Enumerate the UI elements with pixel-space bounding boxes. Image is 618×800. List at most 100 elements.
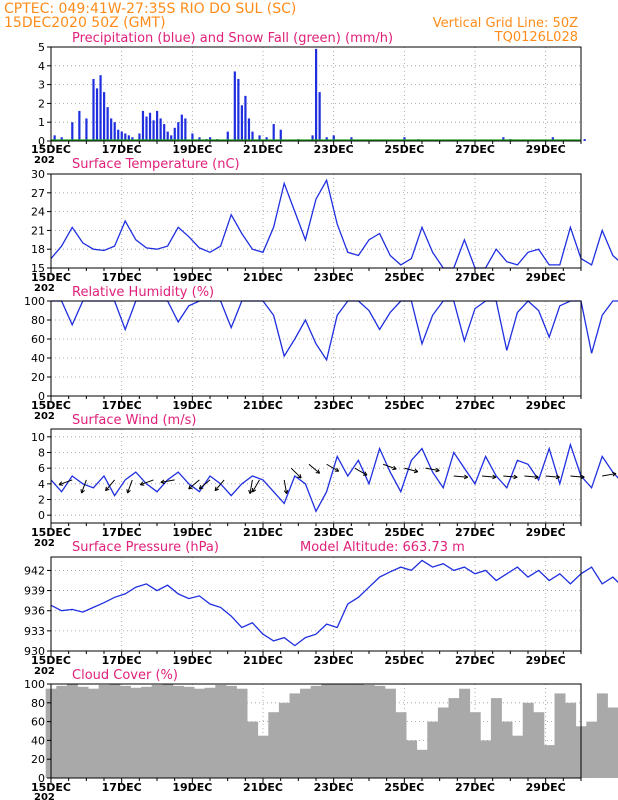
y-tick-label: 1 [38, 116, 45, 129]
x-tick-label: 27DEC [455, 654, 495, 667]
precip-bar [92, 78, 95, 141]
precip-bar [272, 124, 275, 141]
wind-arrow-head [127, 490, 131, 494]
cloud-bar [469, 712, 481, 778]
x-tick-label: 23DEC [314, 143, 354, 156]
cloud-bar [596, 693, 608, 778]
wind-arrow-head [555, 476, 560, 480]
precip-bar [265, 137, 268, 141]
wind-arrow-shaft [81, 479, 87, 494]
y-tick-label: 18 [31, 243, 45, 256]
wind-arrow [326, 463, 340, 472]
x-tick-label: 15DEC [31, 526, 71, 539]
panel-frame [50, 173, 582, 269]
panel-annotation: Model Altitude: 663.73 m [300, 540, 465, 555]
x-tick-label: 19DEC [172, 526, 212, 539]
precip-bar [99, 75, 102, 141]
cloud-bar [459, 688, 471, 778]
precip-bar [226, 131, 229, 141]
wind-arrow [188, 479, 200, 490]
wind-arrow [404, 467, 419, 474]
wind-arrow [545, 474, 560, 480]
wind-arrow-shaft [602, 473, 617, 477]
cloud-bar [66, 684, 78, 778]
wind-arrow-head [188, 485, 191, 490]
wind-arrow [251, 479, 260, 493]
y-tick-label: 4 [38, 478, 45, 491]
wind-arrow-shaft [425, 467, 440, 472]
wind-arrow [214, 479, 225, 492]
x-tick-label: 17DEC [102, 271, 142, 284]
precip-bar [159, 118, 162, 141]
y-tick-label: 3 [38, 79, 45, 92]
cloud-bar [257, 735, 269, 778]
x-tick-label: 17DEC [102, 654, 142, 667]
wind-arrow-shaft [308, 463, 320, 474]
panel-title: Precipitation (blue) and Snow Fall (gree… [72, 31, 393, 46]
cloud-bar [480, 740, 492, 778]
wind-arrow-head [513, 476, 518, 480]
wind-arrow-head [58, 481, 63, 486]
y-tick-label: 8 [38, 447, 45, 460]
wind-arrow-head [463, 476, 468, 480]
wind-arrow [453, 474, 469, 480]
cloud-bar [278, 702, 290, 778]
cloud-bar [77, 686, 89, 778]
wind-arrow [283, 479, 289, 495]
wind-arrow-shaft [283, 479, 288, 494]
year-stub: 202 [34, 538, 55, 549]
x-tick-label: 15DEC [31, 399, 71, 412]
panel-4: Surface Wind (m/s) 0 2 4 6 8 10 15DEC 17DEC 19DEC… [31, 413, 618, 549]
wind-arrow-head [248, 489, 251, 494]
x-tick-label: 19DEC [172, 271, 212, 284]
x-tick-label: 17DEC [102, 781, 142, 794]
y-tick-label: 2 [38, 97, 45, 110]
x-tick-label: 23DEC [314, 781, 354, 794]
wind-arrow-head [534, 474, 539, 478]
x-tick-label: 25DEC [384, 526, 424, 539]
wind-arrow-shaft [249, 479, 253, 494]
cloud-bar [56, 685, 68, 778]
cloud-bar [490, 698, 502, 778]
cloud-bar [384, 688, 396, 778]
wind-arrow-shaft [404, 467, 418, 473]
cloud-bar [247, 721, 259, 778]
x-tick-label: 27DEC [455, 399, 495, 412]
precip-bar [141, 110, 145, 141]
panel-5: Surface Pressure (hPa) Model Altitude: 66… [24, 540, 618, 677]
year-stub: 202 [34, 411, 55, 422]
wind-arrow-head [435, 467, 440, 471]
wind-arrow-shaft [503, 475, 518, 478]
y-tick-label: 0 [38, 509, 45, 522]
wind-arrow-head [336, 467, 340, 472]
y-tick-label: 10 [31, 431, 45, 444]
y-tick-label: 4 [38, 60, 45, 73]
station-line: CPTEC: 049:41W-27:35S RIO DO SUL (SC) [4, 1, 296, 17]
precip-bar [244, 95, 247, 141]
wind-arrow-head [364, 471, 368, 476]
x-tick-label: 25DEC [384, 271, 424, 284]
wind-arrow-head [214, 488, 220, 492]
precip-bar [120, 131, 123, 141]
wind-arrow-head [392, 468, 397, 471]
precip-bar [53, 135, 56, 141]
precip-bar [71, 122, 74, 141]
year-stub: 202 [34, 155, 55, 166]
x-tick-label: 21DEC [243, 399, 283, 412]
precip-bar [131, 137, 134, 141]
x-tick-label: 27DEC [455, 526, 495, 539]
precip-bar [551, 137, 554, 141]
wind-arrow-head [198, 485, 202, 490]
precip-bar [325, 137, 328, 141]
cloud-bar [374, 685, 386, 778]
panel-title: Cloud Cover (%) [72, 668, 178, 683]
x-tick-label: 29DEC [526, 143, 566, 156]
y-tick-label: 0 [38, 135, 45, 148]
precip-bar [180, 114, 183, 141]
wind-arrow [126, 479, 133, 494]
precip-bar [85, 118, 88, 141]
x-tick-label: 29DEC [526, 271, 566, 284]
precip-bar [110, 118, 113, 141]
cloud-bar [586, 721, 598, 778]
y-tick-label: 939 [24, 585, 45, 598]
